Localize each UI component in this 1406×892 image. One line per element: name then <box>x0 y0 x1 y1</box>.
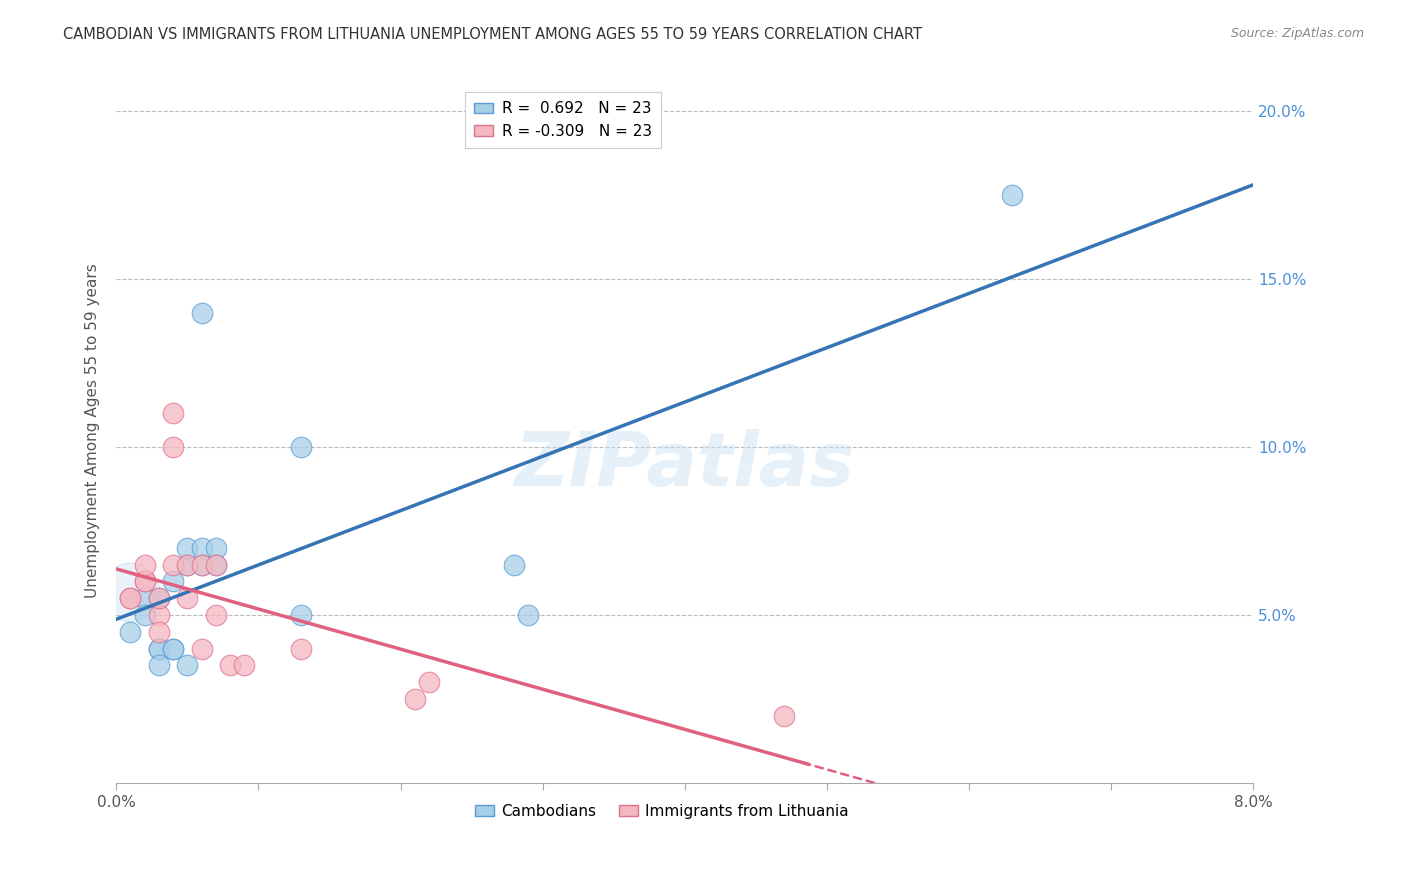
Point <box>190 641 212 656</box>
Point <box>233 658 256 673</box>
Point <box>517 608 540 623</box>
Point <box>134 608 156 623</box>
Point <box>162 574 184 589</box>
Point <box>176 558 198 572</box>
Point <box>120 584 142 599</box>
Text: CAMBODIAN VS IMMIGRANTS FROM LITHUANIA UNEMPLOYMENT AMONG AGES 55 TO 59 YEARS CO: CAMBODIAN VS IMMIGRANTS FROM LITHUANIA U… <box>63 27 922 42</box>
Point <box>120 624 142 639</box>
Point <box>148 641 170 656</box>
Point <box>290 440 312 454</box>
Point <box>162 440 184 454</box>
Point <box>290 608 312 623</box>
Point <box>190 558 212 572</box>
Point <box>162 406 184 420</box>
Point <box>1001 188 1024 202</box>
Point <box>148 641 170 656</box>
Point <box>148 658 170 673</box>
Point <box>162 641 184 656</box>
Point <box>290 641 312 656</box>
Point <box>204 558 226 572</box>
Point <box>176 541 198 555</box>
Point <box>176 558 198 572</box>
Point <box>162 641 184 656</box>
Point <box>204 558 226 572</box>
Point <box>204 541 226 555</box>
Text: Source: ZipAtlas.com: Source: ZipAtlas.com <box>1230 27 1364 40</box>
Legend: Cambodians, Immigrants from Lithuania: Cambodians, Immigrants from Lithuania <box>470 797 855 825</box>
Point <box>148 624 170 639</box>
Point <box>134 574 156 589</box>
Point <box>190 305 212 319</box>
Point <box>148 591 170 606</box>
Point <box>219 658 242 673</box>
Point <box>176 591 198 606</box>
Point <box>176 658 198 673</box>
Point <box>404 692 426 706</box>
Point <box>148 608 170 623</box>
Point <box>148 591 170 606</box>
Point <box>134 558 156 572</box>
Point <box>190 558 212 572</box>
Point <box>773 709 796 723</box>
Point <box>134 574 156 589</box>
Point <box>120 591 142 606</box>
Point <box>162 558 184 572</box>
Point <box>134 591 156 606</box>
Point <box>190 541 212 555</box>
Point <box>204 608 226 623</box>
Point <box>418 675 440 690</box>
Y-axis label: Unemployment Among Ages 55 to 59 years: Unemployment Among Ages 55 to 59 years <box>86 263 100 598</box>
Point <box>503 558 526 572</box>
Text: ZIPatlas: ZIPatlas <box>515 429 855 502</box>
Point <box>120 591 142 606</box>
